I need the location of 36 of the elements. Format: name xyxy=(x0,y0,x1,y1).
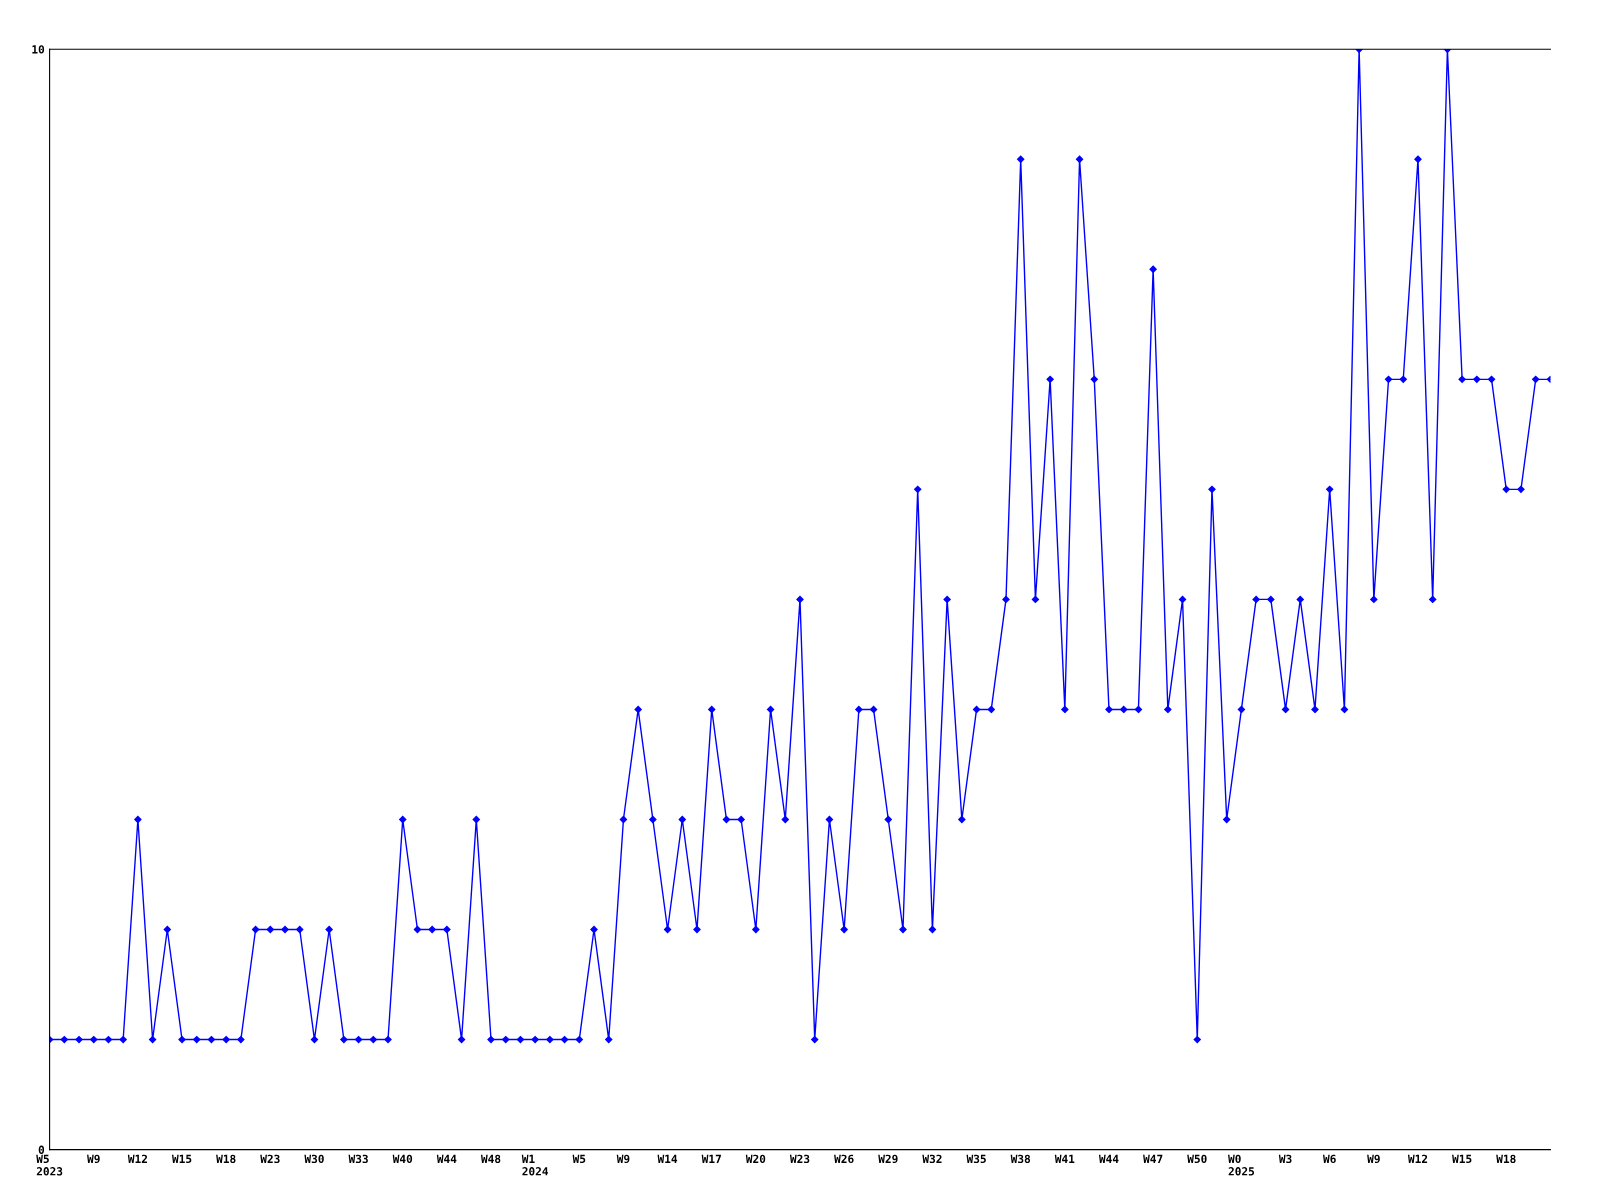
x-tick-label: W32 xyxy=(922,1154,942,1164)
x-tick-label: W23 xyxy=(260,1154,280,1164)
x-tick-label: W35 xyxy=(966,1154,986,1164)
x-tick-label: W29 xyxy=(878,1154,898,1164)
x-tick-label: W18 xyxy=(1496,1154,1516,1164)
x-tick-label: W15 xyxy=(171,1154,192,1164)
x-tick-label: W0 2025 xyxy=(1228,1154,1255,1176)
x-tick-label: W44 xyxy=(436,1154,457,1163)
x-tick-label: W23 xyxy=(789,1154,810,1164)
x-tick-label: W33 xyxy=(348,1154,368,1164)
x-tick-label: W5 xyxy=(572,1154,586,1164)
x-tick-label: W12 xyxy=(1407,1154,1428,1163)
x-tick-label: W41 xyxy=(1054,1154,1075,1163)
x-tick-label: W9 xyxy=(1367,1154,1380,1164)
x-tick-label: W40 xyxy=(392,1154,413,1164)
x-tick-label: W14 xyxy=(657,1154,678,1163)
x-tick-label: W18 xyxy=(216,1154,236,1164)
x-tick-label: W12 xyxy=(127,1154,147,1163)
x-tick-label: W50 xyxy=(1187,1154,1207,1164)
x-tick-label: W38 xyxy=(1010,1154,1031,1164)
x-tick-label: W20 xyxy=(745,1154,766,1164)
x-tick-label: W30 xyxy=(304,1154,324,1164)
x-tick-label: W9 xyxy=(87,1154,100,1164)
x-tick-label: W9 xyxy=(616,1154,630,1164)
y-tick-label: 10 xyxy=(32,45,45,54)
y-tick-label: 0 xyxy=(38,1145,45,1154)
x-tick-label: W3 xyxy=(1278,1154,1292,1164)
x-tick-label: W15 xyxy=(1452,1154,1472,1164)
x-tick-label: W47 xyxy=(1143,1154,1163,1163)
x-tick-label: W17 xyxy=(701,1154,721,1163)
x-tick-label: W1 2024 xyxy=(521,1154,549,1176)
x-tick-label: W48 xyxy=(480,1154,501,1164)
x-tick-label: W6 xyxy=(1323,1154,1336,1164)
x-tick-label: W44 xyxy=(1098,1154,1119,1163)
x-tick-label: W26 xyxy=(834,1154,854,1164)
x-tick-label: W5 2023 xyxy=(36,1154,63,1176)
